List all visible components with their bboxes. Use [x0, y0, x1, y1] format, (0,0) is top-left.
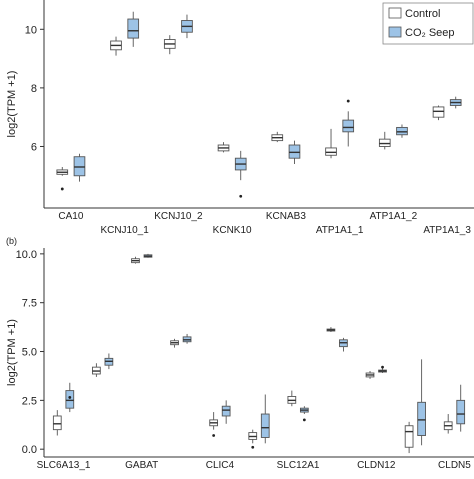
outlier-point: [212, 434, 216, 437]
y-tick-label: 10: [25, 24, 37, 36]
panel-b: 0.0 2.5 5.0 7.5 10.0 log2(TPM +1) (b) SLC6A13_1…: [6, 236, 474, 471]
box: [221, 405, 231, 417]
outlier-point: [381, 365, 384, 369]
y-tick-label: 5.0: [22, 347, 37, 359]
x-tick-label: KCNJ10_1: [100, 225, 149, 236]
x-tick-label: CLDN5: [438, 460, 471, 471]
outlier-point: [68, 396, 72, 399]
legend-swatch-seep: [388, 26, 402, 38]
box: [417, 401, 426, 436]
box: [396, 126, 408, 136]
y-tick-label: 7.5: [22, 298, 37, 310]
x-tick-label: KCNK10: [213, 225, 252, 236]
panel-label: (b): [6, 236, 17, 246]
y-tick-label: 2.5: [22, 395, 37, 407]
box: [127, 18, 140, 39]
y-tick-label: 6: [31, 141, 37, 153]
outlier-point: [239, 194, 243, 198]
outlier-point: [302, 418, 306, 422]
outlier-point: [251, 445, 255, 449]
box: [52, 415, 62, 431]
legend-swatch-control: [388, 7, 402, 19]
x-tick-label: SLC12A1: [277, 460, 320, 471]
x-tick-label: KCNJ10_2: [154, 211, 203, 222]
box: [378, 138, 391, 147]
y-tick-label: 10.0: [16, 249, 37, 261]
box: [404, 425, 414, 448]
legend-label-seep: CO₂ Seep: [405, 27, 455, 39]
box: [342, 119, 355, 133]
box: [456, 399, 466, 425]
outlier-point: [60, 187, 64, 191]
x-tick-label: GABAT: [125, 460, 158, 471]
outlier-point: [346, 99, 350, 103]
y-tick-label: 0.0: [22, 444, 37, 456]
x-tick-label: CLDN12: [357, 460, 396, 471]
box: [325, 147, 337, 156]
legend: Control CO₂ Seep: [382, 2, 474, 45]
x-tick-label: SLC6A13_1: [37, 460, 91, 471]
legend-label-control: Control: [405, 8, 440, 20]
y-axis-label: log2(TPM +1): [6, 319, 18, 386]
box: [65, 390, 75, 409]
x-tick-label: CA10: [58, 211, 83, 222]
y-tick-label: 8: [31, 83, 37, 95]
x-tick-label: CLIC4: [206, 460, 235, 471]
box: [288, 144, 301, 159]
box: [73, 156, 86, 177]
box: [260, 413, 270, 438]
box: [432, 106, 445, 118]
x-tick-label: KCNAB3: [266, 211, 306, 222]
y-axis-label: log2(TPM +1): [6, 71, 18, 138]
panel-a: 6 8 10 log2(TPM +1) CA10 KCNJ10_1 KCNJ10_2 KCNK…: [6, 0, 474, 236]
x-tick-label: ATP1A1_1: [316, 225, 364, 236]
x-tick-label: ATP1A1_3: [423, 225, 471, 236]
x-tick-label: ATP1A1_2: [370, 211, 418, 222]
